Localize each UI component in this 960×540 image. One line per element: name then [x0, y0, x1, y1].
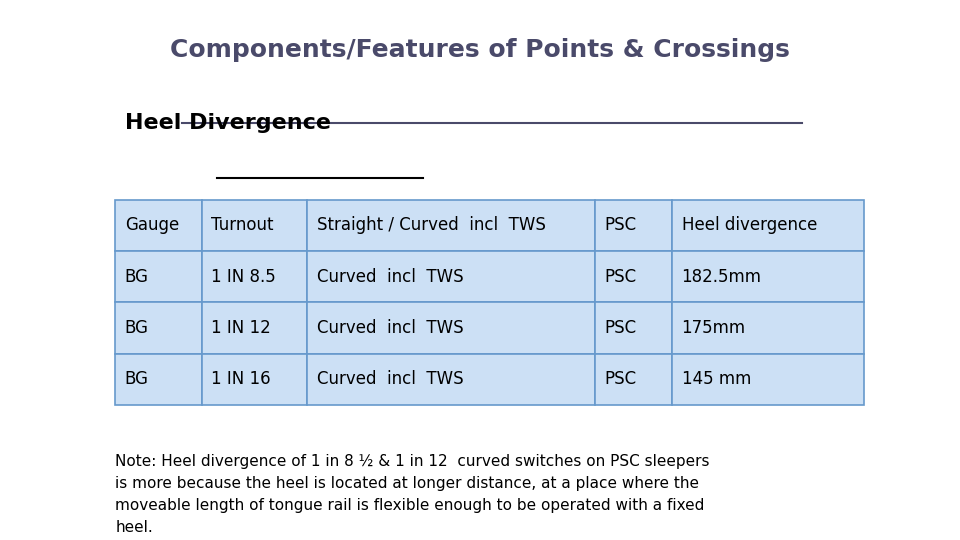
- Bar: [202, 200, 307, 251]
- Bar: [115, 354, 202, 405]
- Text: PSC: PSC: [605, 217, 636, 234]
- Bar: [115, 251, 202, 302]
- Text: PSC: PSC: [605, 319, 636, 337]
- Bar: [595, 354, 672, 405]
- Text: Curved  incl  TWS: Curved incl TWS: [317, 268, 464, 286]
- Bar: [115, 200, 202, 251]
- Text: Heel divergence: Heel divergence: [682, 217, 817, 234]
- Bar: [595, 251, 672, 302]
- Bar: [672, 302, 864, 354]
- Bar: [202, 251, 307, 302]
- Text: Turnout: Turnout: [211, 217, 274, 234]
- Bar: [672, 251, 864, 302]
- Bar: [307, 302, 595, 354]
- Bar: [115, 302, 202, 354]
- Bar: [307, 354, 595, 405]
- Bar: [595, 200, 672, 251]
- Text: 1 IN 16: 1 IN 16: [211, 370, 271, 388]
- Text: Note: Heel divergence of 1 in 8 ½ & 1 in 12  curved switches on PSC sleepers
is : Note: Heel divergence of 1 in 8 ½ & 1 in…: [115, 454, 709, 535]
- Bar: [595, 302, 672, 354]
- Text: 1 IN 8.5: 1 IN 8.5: [211, 268, 276, 286]
- Text: 175mm: 175mm: [682, 319, 746, 337]
- Text: 182.5mm: 182.5mm: [682, 268, 761, 286]
- Text: Components/Features of Points & Crossings: Components/Features of Points & Crossing…: [170, 38, 790, 62]
- Bar: [307, 251, 595, 302]
- Text: Heel Divergence: Heel Divergence: [125, 113, 331, 133]
- Text: BG: BG: [125, 268, 149, 286]
- Text: Curved  incl  TWS: Curved incl TWS: [317, 370, 464, 388]
- Bar: [202, 302, 307, 354]
- Text: Straight / Curved  incl  TWS: Straight / Curved incl TWS: [317, 217, 545, 234]
- Text: PSC: PSC: [605, 268, 636, 286]
- Bar: [307, 200, 595, 251]
- Text: Curved  incl  TWS: Curved incl TWS: [317, 319, 464, 337]
- Text: 1 IN 12: 1 IN 12: [211, 319, 271, 337]
- Text: 145 mm: 145 mm: [682, 370, 751, 388]
- Bar: [202, 354, 307, 405]
- Text: PSC: PSC: [605, 370, 636, 388]
- Bar: [672, 200, 864, 251]
- Bar: [672, 354, 864, 405]
- Text: BG: BG: [125, 370, 149, 388]
- Text: Gauge: Gauge: [125, 217, 180, 234]
- Text: BG: BG: [125, 319, 149, 337]
